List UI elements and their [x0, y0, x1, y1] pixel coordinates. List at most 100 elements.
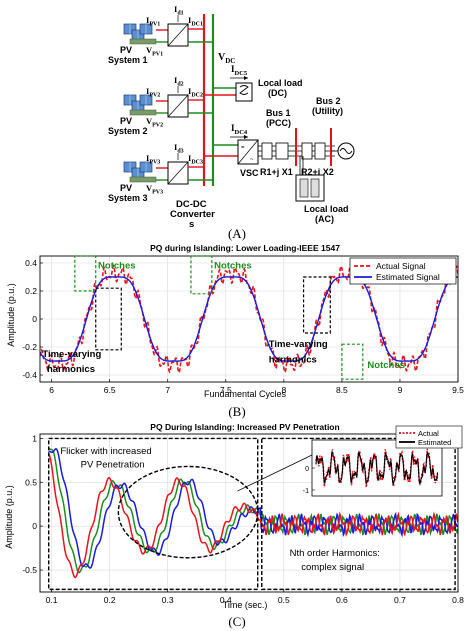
chart-b-harmonics-label: Time-varying — [269, 339, 328, 350]
panel-b-chart: PQ during Islanding: Lower Loading-IEEE … — [6, 243, 464, 419]
svg-text:(AC): (AC) — [315, 214, 334, 224]
chart-c-ytick-label: 0 — [32, 521, 37, 531]
chart-c-series-0 — [48, 447, 458, 574]
bus2-label: Bus 2 — [316, 96, 341, 106]
chart-c-flicker-label: Flicker with increased — [60, 446, 151, 457]
chart-c-inset-tick-label: -1 — [303, 488, 309, 495]
r1x1-label: R1+j X1 — [260, 167, 293, 177]
chart-b-notches-label: Notches — [367, 360, 404, 371]
id-label: Id1 — [174, 4, 184, 17]
chart-c-legend-entry: Estimated — [418, 438, 451, 447]
caption-a: (A) — [228, 226, 246, 241]
chart-c-xtick-label: 0.6 — [336, 595, 348, 605]
filter-inductor — [261, 142, 273, 160]
idc-label: IDC2 — [188, 86, 203, 99]
chart-b-ytick-label: -0.4 — [22, 370, 37, 380]
pv-array-base — [129, 38, 157, 45]
bus1-label: Bus 1 — [266, 108, 291, 118]
vsc-label: VSC — [240, 168, 259, 178]
pv-system-label: System 2 — [108, 126, 148, 136]
chart-b-harmonics-label: Time-varying — [42, 349, 101, 360]
chart-c-legend-entry: Actual — [418, 429, 439, 438]
chart-b-xtick-label: 8.5 — [336, 385, 348, 395]
chart-c-inset-tick-label: 0 — [305, 466, 309, 473]
pv-label: PV — [120, 183, 132, 193]
chart-b-legend — [349, 257, 457, 285]
chart-c-xtick-label: 0.2 — [104, 595, 116, 605]
caption-b: (B) — [228, 404, 245, 419]
ipv-label: IPV2 — [146, 86, 160, 99]
chart-b-xlabel: Fundamental Cycles — [204, 389, 287, 399]
id-label: Id3 — [174, 142, 184, 155]
pv-array-base — [129, 109, 157, 116]
idc-label: IDC1 — [188, 15, 203, 28]
chart-b-notches-label: Notches — [214, 261, 251, 272]
chart-c-axes-frame — [39, 433, 459, 593]
chart-b-harmonics-label: harmonics — [269, 354, 317, 365]
chart-b-xtick-label: 7.5 — [220, 385, 232, 395]
chart-b-harmonic-box — [302, 276, 331, 334]
chart-c-xtick-label: 0.4 — [220, 595, 232, 605]
svg-text:(Utility): (Utility) — [312, 106, 343, 116]
chart-c-ytick-label: 1 — [32, 433, 37, 443]
chart-b-legend-entry: Estimated Signal — [376, 272, 440, 282]
vpv-label: VPV3 — [146, 183, 163, 196]
pv-label: PV — [120, 45, 132, 55]
svg-text:s: s — [189, 219, 194, 230]
chart-c-xtick-label: 0.5 — [278, 595, 290, 605]
chart-b-ytick-label: 0 — [32, 314, 37, 324]
svg-text:=: = — [241, 145, 245, 151]
converter-label: DC-DC — [176, 199, 207, 210]
chart-c-ylabel: Amplitude (p.u.) — [4, 485, 14, 549]
pv-array-base — [129, 176, 157, 183]
chart-b-harmonics-label: harmonics — [47, 364, 95, 375]
chart-b-ytick-label: 0.4 — [25, 258, 37, 268]
panel-c-chart: PQ During Islanding: Increased PV Penetr… — [4, 422, 464, 629]
chart-c-series-2 — [48, 453, 458, 579]
local-load-dc-label: Local load — [258, 78, 303, 88]
pv-system-label: System 1 — [108, 55, 148, 65]
caption-c: (C) — [228, 614, 245, 629]
chart-b-notch-box — [74, 255, 97, 292]
idc-label: IDC3 — [188, 153, 203, 166]
chart-b-xtick-label: 6 — [49, 385, 54, 395]
idc4-label: IDC4 — [231, 123, 248, 136]
vpv-label: VPV2 — [146, 116, 163, 129]
vdc-label: VDC — [218, 52, 235, 65]
chart-b-xtick-label: 8 — [281, 385, 286, 395]
impedance-2 — [301, 142, 313, 160]
pv-system-label: System 3 — [108, 193, 148, 203]
chart-c-title: PQ During Islanding: Increased PV Penetr… — [150, 422, 339, 432]
local-load-ac-label: Local load — [304, 204, 349, 214]
chart-b-harmonic-box — [95, 287, 122, 351]
chart-c-series-1 — [48, 448, 458, 569]
ipv-label: IPV3 — [146, 153, 160, 166]
chart-c-ytick-label: 0.5 — [25, 477, 37, 487]
chart-c-ytick-label: -0.5 — [22, 565, 37, 575]
chart-c-xtick-label: 0.8 — [452, 595, 464, 605]
idc5-label: IDC5 — [231, 64, 248, 77]
chart-b-xtick-label: 9 — [398, 385, 403, 395]
chart-c-region-box — [261, 437, 456, 591]
chart-b-title: PQ during Islanding: Lower Loading-IEEE … — [150, 243, 340, 253]
chart-c-inset-estimated — [315, 449, 439, 487]
chart-c-harmonics-label: complex signal — [301, 562, 364, 573]
ipv-label: IPV1 — [146, 15, 160, 28]
svg-text:~: ~ — [250, 157, 254, 163]
chart-c-xtick-label: 0.7 — [394, 595, 406, 605]
pv-label: PV — [120, 116, 132, 126]
chart-c-xlabel: Time (sec.) — [223, 600, 268, 610]
chart-b-xtick-label: 7 — [165, 385, 170, 395]
vpv-label: VPV1 — [146, 45, 163, 58]
chart-b-notch-box — [190, 255, 213, 295]
chart-b-ytick-label: -0.2 — [22, 342, 37, 352]
chart-c-flicker-ellipse — [117, 465, 259, 559]
chart-c-harmonics-label: Nth order Harmonics: — [290, 548, 380, 559]
chart-b-notches-label: Notches — [98, 261, 135, 272]
r2x2-label: R2+j X2 — [301, 167, 334, 177]
